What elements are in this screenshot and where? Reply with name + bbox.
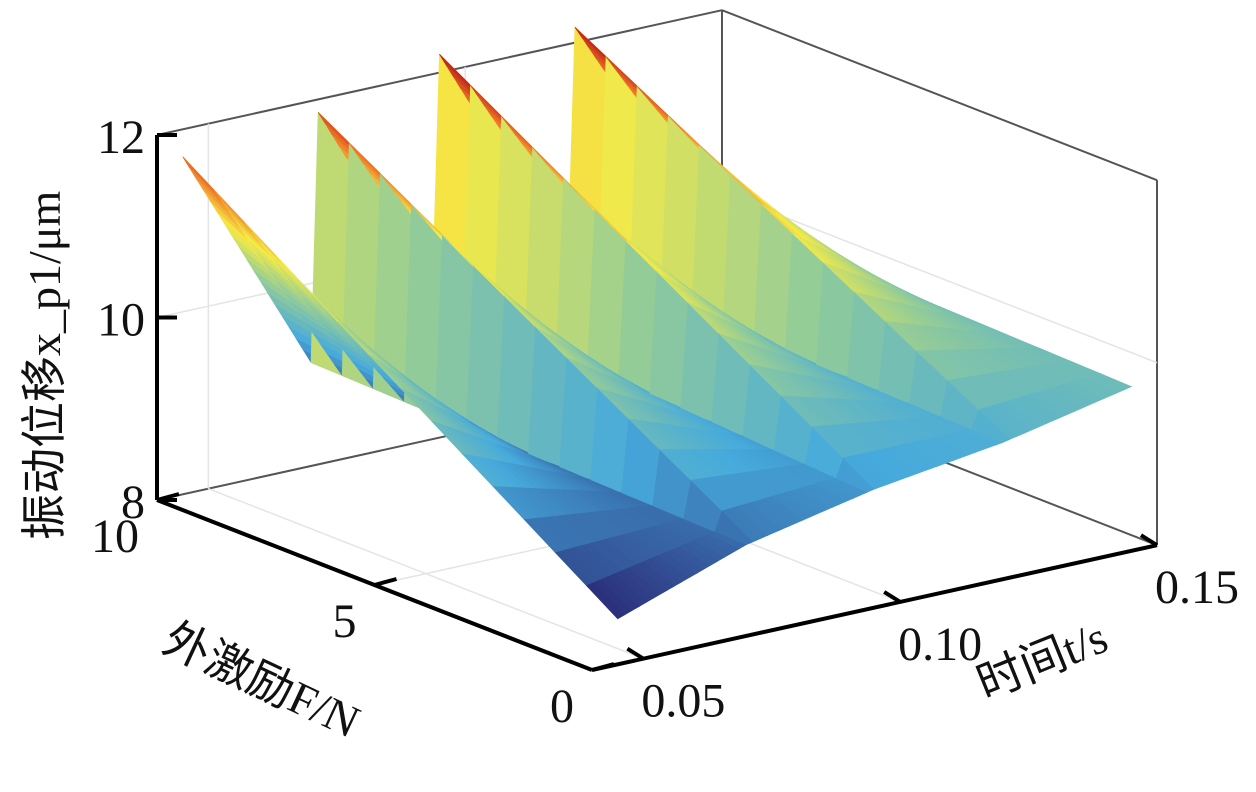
x-tick [626, 646, 645, 661]
y-tick-label: 10 [91, 510, 139, 563]
grid-line [721, 191, 1158, 364]
z-tick-label: 12 [97, 111, 145, 164]
surface-patch [196, 179, 236, 221]
xlabel: 时间t/s [970, 611, 1115, 709]
zlabel: 振动位移x_p1/μm [19, 191, 70, 540]
surface-mesh [182, 26, 1133, 620]
y-tick [373, 577, 398, 587]
x-tick [1139, 533, 1159, 547]
y-tick-label: 5 [333, 595, 357, 648]
x-tick-label: 0.15 [1155, 561, 1239, 614]
x-axis-line [591, 543, 1158, 672]
surface-patch [182, 156, 222, 201]
surface-patch [203, 190, 243, 232]
y-tick [591, 662, 615, 672]
y-tick [156, 492, 180, 502]
y-tick-label: 0 [550, 680, 574, 733]
axes-back-frame [156, 9, 1158, 660]
x-tick-label: 0.05 [641, 675, 725, 728]
box-edge-back [721, 9, 1158, 182]
x-tick-label: 0.10 [898, 618, 982, 671]
z-tick-label: 8 [121, 476, 145, 529]
z-tick-label: 10 [97, 294, 145, 347]
x-tick [883, 590, 902, 604]
surface-patch [1091, 373, 1133, 391]
